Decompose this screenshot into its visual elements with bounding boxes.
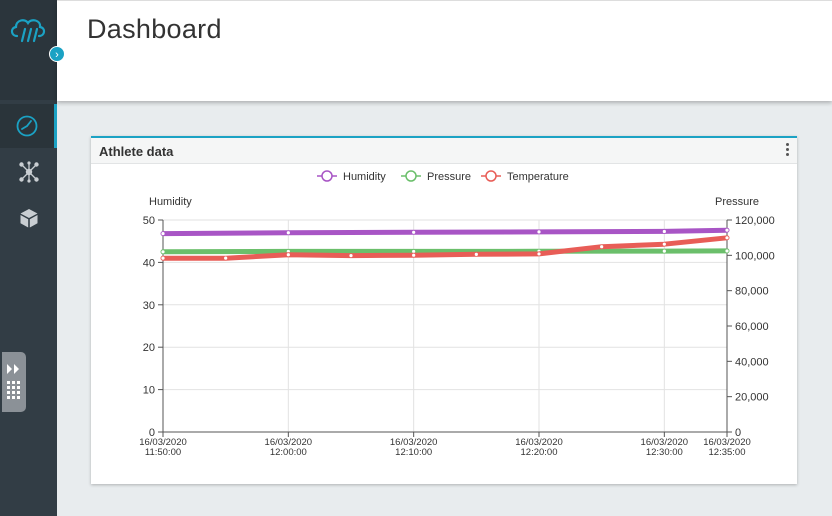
- x-tick-date-label: 16/03/2020: [265, 437, 313, 448]
- logo-area: [0, 0, 57, 100]
- data-point: [537, 252, 541, 256]
- cube-icon: [20, 209, 37, 228]
- series-line: [160, 235, 730, 261]
- data-point: [725, 228, 729, 232]
- y-left-tick-label: 20: [143, 342, 155, 354]
- data-point: [474, 252, 478, 256]
- y-left-tick-label: 40: [143, 257, 155, 269]
- x-tick-time-label: 12:00:00: [270, 447, 307, 458]
- athlete-line-chart: 0 10 20 30 40 50 0 20,000 40,000 60,000 80,000 100,…: [139, 170, 775, 458]
- y-right-tick-label: 100,000: [735, 250, 775, 262]
- x-tick-date-label: 16/03/2020: [515, 437, 563, 448]
- sidebar-item-devices[interactable]: [0, 196, 57, 240]
- x-tick-date-label: 16/03/2020: [641, 437, 689, 448]
- series-line: [160, 227, 730, 237]
- legend-label: Pressure: [427, 171, 471, 183]
- data-point: [286, 253, 290, 257]
- sidebar-item-network[interactable]: [0, 150, 57, 194]
- data-point: [537, 230, 541, 234]
- double-chevron-right-icon: [7, 364, 19, 374]
- y-right-axis-label: Pressure: [715, 196, 759, 208]
- x-tick-date-label: 16/03/2020: [390, 437, 438, 448]
- data-point: [286, 249, 290, 254]
- y-right-tick-label: 0: [735, 427, 741, 439]
- data-point: [725, 236, 729, 240]
- data-point: [662, 242, 666, 246]
- kebab-menu-icon: [785, 143, 789, 146]
- data-point: [412, 249, 416, 254]
- data-point: [412, 230, 416, 234]
- grid-dots-icon: [7, 381, 20, 399]
- data-point: [412, 253, 416, 257]
- series-line: [160, 248, 730, 255]
- data-point: [662, 229, 666, 234]
- legend-marker: [405, 170, 417, 182]
- sidebar-item-dashboard[interactable]: [0, 104, 57, 148]
- card-title: Athlete data: [99, 144, 174, 159]
- data-point: [662, 249, 666, 253]
- sidebar: [0, 0, 57, 516]
- y-left-tick-label: 30: [143, 300, 155, 312]
- data-point: [161, 256, 165, 260]
- data-point: [349, 254, 353, 258]
- dashboard-gauge-icon: [16, 115, 38, 137]
- page-header: Dashboard: [57, 0, 832, 101]
- y-right-tick-label: 80,000: [735, 286, 769, 298]
- x-tick-time-label: 11:50:00: [145, 447, 181, 458]
- y-left-tick-label: 0: [149, 427, 155, 439]
- legend-marker: [485, 170, 497, 182]
- y-right-tick-label: 60,000: [735, 321, 769, 333]
- data-point: [161, 231, 165, 236]
- data-point: [286, 231, 290, 235]
- x-tick-time-label: 12:20:00: [521, 447, 558, 458]
- y-left-tick-label: 10: [143, 385, 155, 397]
- y-left-tick-label: 50: [143, 215, 155, 227]
- legend-label: Humidity: [343, 171, 386, 183]
- y-right-tick-label: 40,000: [735, 356, 769, 368]
- data-point: [224, 256, 228, 260]
- expand-sidebar-button[interactable]: ›: [49, 46, 65, 62]
- y-left-axis-label: Humidity: [149, 196, 192, 208]
- data-point: [600, 245, 604, 249]
- data-point: [725, 249, 729, 253]
- x-tick-time-label: 12:10:00: [395, 447, 432, 458]
- x-tick-time-label: 12:30:00: [646, 447, 683, 458]
- y-right-tick-label: 120,000: [735, 215, 775, 227]
- card-header: Athlete data: [91, 138, 797, 164]
- x-tick-date-label: 16/03/2020: [139, 437, 187, 448]
- legend-label: Temperature: [507, 171, 569, 183]
- cloud-logo-icon: [10, 19, 46, 43]
- data-point: [161, 250, 165, 254]
- x-tick-time-label: 12:35:00: [709, 447, 746, 458]
- y-right-tick-label: 20,000: [735, 392, 769, 404]
- panel-drawer-handle[interactable]: [2, 352, 26, 412]
- athlete-data-card: Athlete data 0 10 20 30 40 50 0 20,000 40,000 60,…: [91, 136, 797, 484]
- chevron-right-icon: ›: [55, 49, 59, 61]
- legend-marker: [321, 170, 333, 182]
- x-tick-date-label: 16/03/2020: [703, 437, 751, 448]
- page-title: Dashboard: [87, 14, 222, 44]
- card-menu-button[interactable]: [783, 143, 791, 158]
- network-hub-icon: [18, 161, 39, 183]
